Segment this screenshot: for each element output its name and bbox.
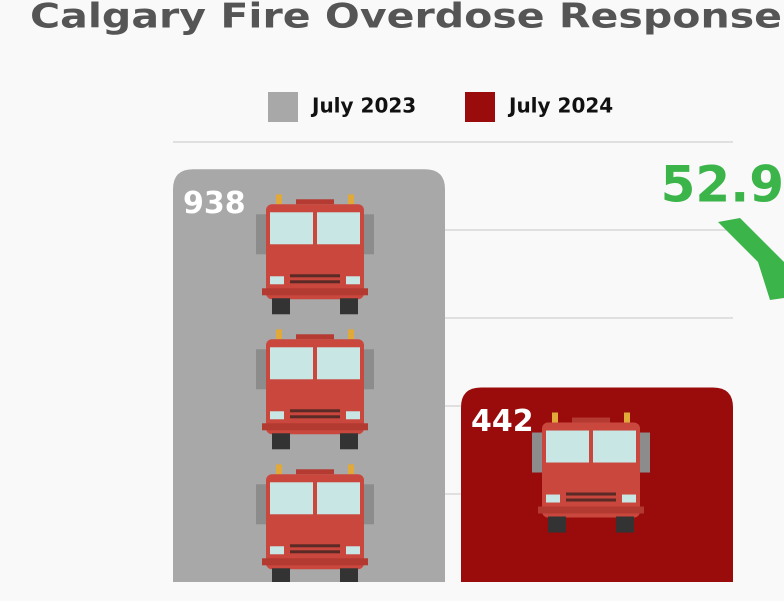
chart: Calgary Fire Overdose Response 938 442 Ju… [0,0,784,601]
down-arrow [718,218,784,300]
legend-swatch [465,92,495,122]
value-label: 442 [471,404,534,439]
page: Calgary Fire Overdose Response 938 442 Ju… [0,0,784,601]
legend-label: July 2024 [507,94,613,118]
chart-title: Calgary Fire Overdose Response [30,0,782,37]
legend-swatch [268,92,298,122]
value-label: 938 [183,186,246,221]
legend-label: July 2023 [310,94,416,118]
fire-truck-icon [256,194,374,314]
fire-truck-icon [532,413,650,533]
fire-truck-icon [256,329,374,449]
fire-truck-icon [256,464,374,584]
change-label: 52.9 [661,156,784,214]
bars: 938 442 [173,169,733,584]
legend: July 2023 July 2024 [268,92,613,122]
